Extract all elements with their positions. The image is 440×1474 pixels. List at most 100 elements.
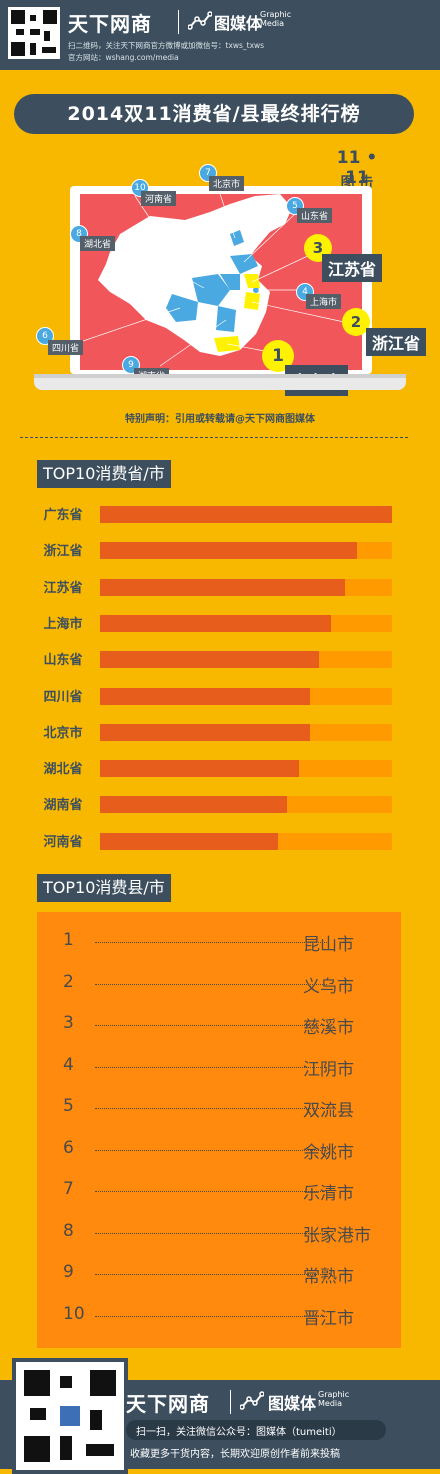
county-row: 3 慈溪市 <box>37 1005 401 1045</box>
map-label-henan: 河南省 <box>141 191 177 206</box>
dotted-leader <box>95 1315 327 1317</box>
county-name: 江阴市 <box>303 1059 354 1080</box>
county-rank: 9 <box>63 1262 74 1282</box>
china-map <box>80 194 345 367</box>
footer-qr-code-icon <box>12 1358 128 1474</box>
bar <box>100 651 319 669</box>
county-row: 8 张家港市 <box>37 1213 401 1253</box>
bar-label: 北京市 <box>43 725 83 741</box>
bar-label: 浙江省 <box>43 544 83 560</box>
brand-logo-text: 天下网商 <box>68 12 152 36</box>
map-region-shandong <box>230 254 258 274</box>
county-name: 乐清市 <box>303 1184 354 1204</box>
map-label-sichuan: 四川省 <box>48 340 84 355</box>
brand-divider <box>178 10 179 34</box>
footer-line-2: 收藏更多干货内容，长期欢迎原创作者前来投稿 <box>130 1449 340 1460</box>
footer-divider <box>230 1390 231 1414</box>
dotted-leader <box>95 1025 327 1026</box>
county-name: 余姚市 <box>303 1142 354 1163</box>
counties-heading: TOP10消费县/市 <box>37 874 171 902</box>
county-row: 1 昆山市 <box>37 922 401 962</box>
county-row: 7 乐清市 <box>37 1171 401 1211</box>
bar-label: 河南省 <box>43 834 83 850</box>
county-rank: 5 <box>63 1096 74 1116</box>
county-rank: 6 <box>63 1137 74 1158</box>
footer-wechat-pill <box>126 1420 386 1440</box>
map-region-shanghai <box>253 287 259 293</box>
county-name: 双流县 <box>303 1101 354 1121</box>
county-rank: 2 <box>63 971 74 992</box>
county-rank: 10 <box>63 1303 85 1324</box>
bar-label: 湖南省 <box>43 798 83 814</box>
county-row: 10 晋江市 <box>37 1296 401 1336</box>
bar <box>100 723 311 741</box>
graphic-media-name: 图媒体 <box>214 14 263 33</box>
map-label-shandong: 山东省 <box>297 208 333 223</box>
map-region-jiangsu <box>244 274 260 288</box>
county-rank: 7 <box>63 1179 74 1199</box>
header-line-2: 官方网站：wshang.com/media <box>68 53 179 62</box>
county-row: 6 余姚市 <box>37 1130 401 1170</box>
badge-top: 11 • 11 <box>336 148 378 188</box>
county-name: 义乌市 <box>303 976 354 997</box>
bar <box>100 506 392 523</box>
footer-brand: 天下网商 <box>126 1392 210 1416</box>
china-map-shape <box>98 194 292 356</box>
laptop-base <box>34 374 406 390</box>
map-label-jiangsu: 江苏省 <box>322 254 383 282</box>
bar <box>100 796 287 814</box>
provinces-heading: TOP10消费省/市 <box>37 460 171 488</box>
bar-label: 湖北省 <box>43 762 83 778</box>
dotted-leader <box>95 1108 327 1109</box>
map-label-shanghai: 上海市 <box>306 294 342 309</box>
qr-logo-icon <box>60 1406 80 1426</box>
bar <box>100 614 331 632</box>
section-divider <box>20 437 408 438</box>
dotted-leader <box>95 942 327 943</box>
bar <box>100 542 357 560</box>
map-label-hubei: 湖北省 <box>80 236 116 251</box>
bar-label: 江苏省 <box>43 580 83 596</box>
county-list-panel <box>37 912 401 1348</box>
map-label-beijing: 北京市 <box>209 176 245 191</box>
header-bar <box>0 0 440 70</box>
county-rank: 4 <box>63 1054 74 1075</box>
county-name: 慈溪市 <box>303 1018 354 1038</box>
qr-code-icon <box>8 7 60 59</box>
map-region-guangdong <box>214 336 240 352</box>
bar-label: 四川省 <box>43 689 83 705</box>
county-rank: 3 <box>63 1013 74 1033</box>
county-name: 晋江市 <box>303 1308 354 1329</box>
map-label-zhejiang: 浙江省 <box>366 328 427 356</box>
dotted-leader <box>95 1274 327 1275</box>
dotted-leader <box>95 1149 327 1151</box>
bar <box>100 578 346 596</box>
map-rank-zhejiang: 2 <box>342 308 370 336</box>
laptop-base-edge <box>34 374 406 378</box>
county-row: 4 江阴市 <box>37 1047 401 1087</box>
bar <box>100 760 299 778</box>
dotted-leader <box>95 1191 327 1192</box>
bar-label: 山东省 <box>43 653 83 669</box>
header-line-1: 扫二维码，关注天下网商官方微博或加微信号：txws_txws <box>68 41 265 50</box>
footer-graphic-media-logo-icon <box>240 1391 264 1410</box>
map-region-zhejiang <box>244 292 260 310</box>
graphic-media-en: Graphic Media <box>260 10 292 28</box>
footer-line-1: 扫一扫，关注微信公众号：图媒体（tumeiti） <box>136 1427 342 1438</box>
graphic-media-logo-icon <box>188 11 212 30</box>
footer-graphic-media-name: 图媒体 <box>268 1394 317 1413</box>
page-title: 2014双11消费省/县最终排行榜 <box>14 94 414 134</box>
map-region-hubei <box>192 274 230 306</box>
county-row: 9 常熟市 <box>37 1254 401 1294</box>
bar <box>100 832 279 850</box>
dotted-leader <box>95 1232 327 1234</box>
map-region-sichuan <box>166 294 198 322</box>
county-row: 5 双流县 <box>37 1088 401 1128</box>
dotted-leader <box>95 983 327 985</box>
county-row: 2 义乌市 <box>37 964 401 1004</box>
county-name: 常熟市 <box>303 1267 354 1287</box>
county-rank: 1 <box>63 930 74 950</box>
bar <box>100 687 311 705</box>
county-name: 昆山市 <box>303 935 354 955</box>
county-rank: 8 <box>63 1220 74 1241</box>
